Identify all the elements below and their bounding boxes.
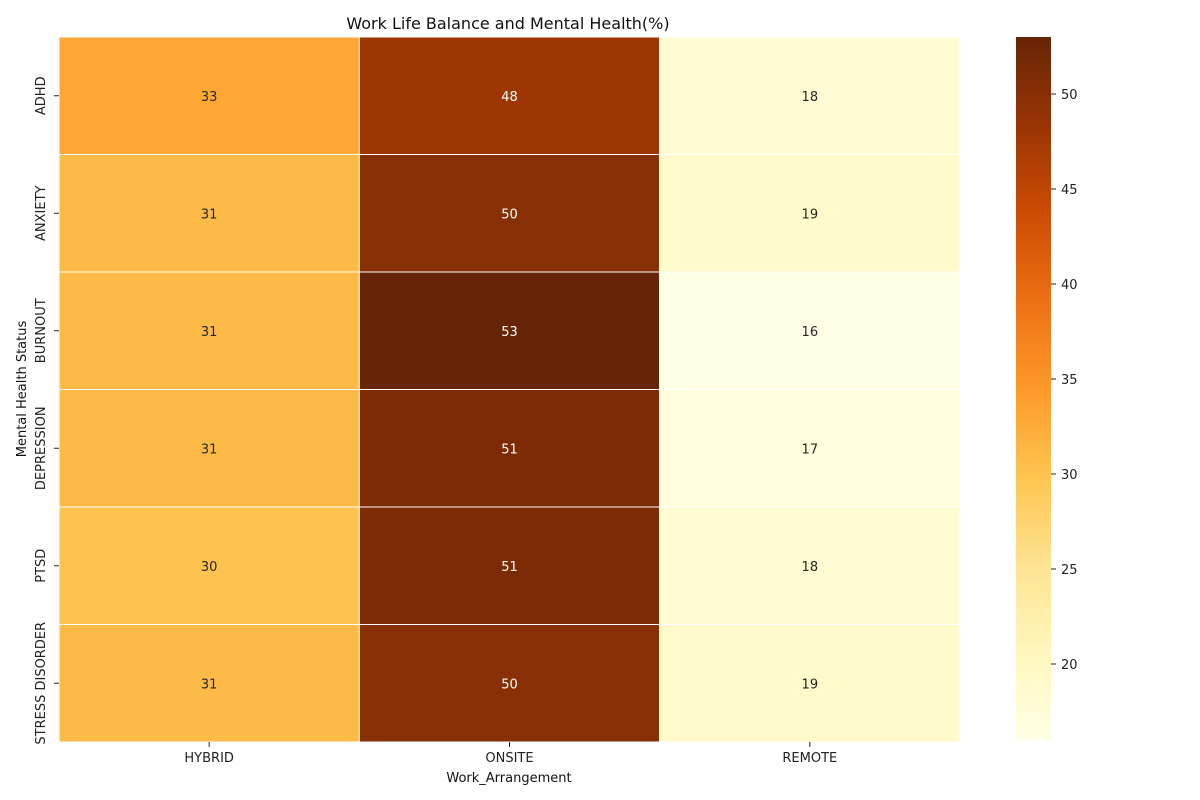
x-tick-label: REMOTE (782, 751, 837, 766)
colorbar-tick-label: 40 (1061, 278, 1078, 293)
colorbar-tick-label: 50 (1061, 88, 1078, 103)
cell-value-label: 33 (201, 90, 218, 105)
heatmap-cell (659, 389, 961, 508)
y-axis: ADHD ANXIETY BURNOUT DEPRESSION PTSD STRESS D… (34, 76, 59, 745)
colorbar-tick-label: 35 (1061, 373, 1078, 388)
heatmap-cell-labels: 33 48 18 31 50 19 31 53 16 31 51 17 30 51 18 31 50 19 (201, 90, 818, 693)
colorbar-tick-label: 45 (1061, 183, 1078, 198)
x-axis: HYBRID ONSITE REMOTE (184, 742, 837, 766)
y-axis-title: Mental Health Status (15, 321, 30, 458)
heatmap-cell (58, 36, 360, 155)
x-tick-label: ONSITE (485, 751, 533, 766)
y-tick-label: DEPRESSION (34, 406, 49, 490)
y-tick-label: STRESS DISORDER (34, 622, 49, 745)
cell-value-label: 31 (201, 207, 218, 222)
cell-value-label: 16 (802, 325, 819, 340)
heatmap-cells (58, 36, 961, 743)
cell-value-label: 51 (501, 560, 518, 575)
colorbar-gradient (1016, 37, 1051, 740)
x-tick-label: HYBRID (184, 751, 234, 766)
colorbar: 20 25 30 35 40 45 50 (1016, 37, 1078, 740)
heatmap-cell (58, 389, 360, 508)
cell-value-label: 31 (201, 325, 218, 340)
heatmap-cell (659, 624, 961, 743)
cell-value-label: 18 (802, 90, 819, 105)
cell-value-label: 17 (802, 442, 819, 457)
y-tick-label: ANXIETY (34, 185, 49, 241)
cell-value-label: 48 (501, 90, 518, 105)
heatmap-cell (358, 271, 661, 390)
cell-value-label: 53 (501, 325, 518, 340)
heatmap-cell (58, 506, 360, 625)
cell-value-label: 31 (201, 677, 218, 692)
cell-value-label: 31 (201, 442, 218, 457)
heatmap-cell (659, 506, 961, 625)
colorbar-tick-label: 25 (1061, 563, 1078, 578)
heatmap-cell (358, 624, 661, 743)
heatmap-cell (58, 271, 360, 390)
colorbar-tick-label: 20 (1061, 658, 1078, 673)
heatmap-cell (358, 154, 661, 273)
heatmap-cell (659, 36, 961, 155)
chart-title: Work Life Balance and Mental Health(%) (346, 14, 669, 33)
cell-value-label: 19 (802, 207, 819, 222)
cell-value-label: 51 (501, 442, 518, 457)
cell-value-label: 19 (802, 677, 819, 692)
cell-value-label: 30 (201, 560, 218, 575)
heatmap-cell (58, 154, 360, 273)
x-axis-title: Work_Arrangement (446, 771, 571, 786)
cell-value-label: 50 (501, 207, 518, 222)
colorbar-tick-label: 30 (1061, 468, 1078, 483)
y-tick-label: PTSD (34, 549, 49, 583)
y-tick-label: ADHD (34, 76, 49, 115)
cell-value-label: 18 (802, 560, 819, 575)
heatmap-cell (358, 36, 661, 155)
y-tick-label: BURNOUT (34, 298, 49, 363)
cell-value-label: 50 (501, 677, 518, 692)
heatmap-cell (358, 506, 661, 625)
heatmap-cell (659, 154, 961, 273)
